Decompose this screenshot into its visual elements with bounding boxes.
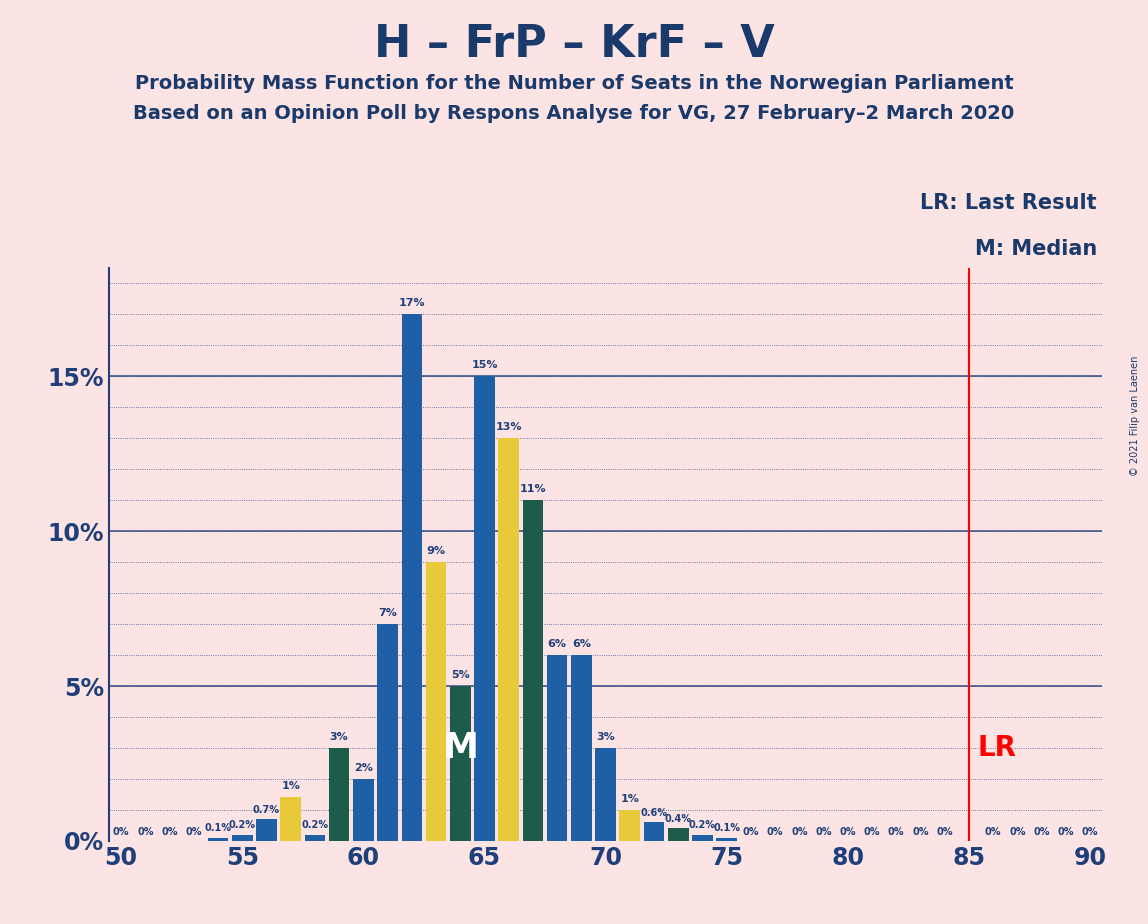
Text: 0%: 0% [767, 827, 783, 837]
Bar [716, 838, 737, 841]
Bar [378, 624, 398, 841]
Bar [620, 809, 641, 841]
Text: M: Median: M: Median [975, 239, 1097, 260]
Text: 0.2%: 0.2% [302, 820, 328, 830]
Text: 1%: 1% [620, 794, 639, 804]
Text: 5%: 5% [451, 670, 470, 680]
Text: M: M [442, 731, 479, 765]
Text: 6%: 6% [548, 638, 567, 649]
Text: 7%: 7% [378, 608, 397, 618]
Text: © 2021 Filip van Laenen: © 2021 Filip van Laenen [1130, 356, 1140, 476]
Text: 0%: 0% [937, 827, 953, 837]
Text: 0%: 0% [985, 827, 1001, 837]
Text: 0.7%: 0.7% [253, 805, 280, 815]
Text: 0.1%: 0.1% [713, 823, 740, 833]
Bar [402, 314, 422, 841]
Text: 0%: 0% [743, 827, 759, 837]
Text: 0%: 0% [1009, 827, 1025, 837]
Bar [546, 655, 567, 841]
Text: H – FrP – KrF – V: H – FrP – KrF – V [373, 23, 775, 67]
Bar [668, 829, 689, 841]
Text: 0.2%: 0.2% [689, 820, 716, 830]
Bar [596, 748, 615, 841]
Text: 0.4%: 0.4% [665, 814, 692, 824]
Bar [354, 779, 373, 841]
Text: 6%: 6% [572, 638, 591, 649]
Text: 0%: 0% [137, 827, 154, 837]
Text: Based on an Opinion Poll by Respons Analyse for VG, 27 February–2 March 2020: Based on an Opinion Poll by Respons Anal… [133, 104, 1015, 124]
Bar [692, 834, 713, 841]
Bar [522, 500, 543, 841]
Bar [304, 834, 325, 841]
Text: 17%: 17% [398, 298, 425, 309]
Text: 0.2%: 0.2% [228, 820, 256, 830]
Text: 0%: 0% [839, 827, 856, 837]
Text: LR: LR [977, 734, 1016, 762]
Text: 1%: 1% [281, 782, 300, 791]
Text: 0%: 0% [863, 827, 881, 837]
Text: 0%: 0% [913, 827, 929, 837]
Text: 0.6%: 0.6% [641, 808, 667, 818]
Text: 0%: 0% [113, 827, 130, 837]
Text: 0%: 0% [162, 827, 178, 837]
Bar [498, 438, 519, 841]
Text: 0%: 0% [1033, 827, 1049, 837]
Text: 13%: 13% [496, 422, 522, 432]
Text: Probability Mass Function for the Number of Seats in the Norwegian Parliament: Probability Mass Function for the Number… [134, 74, 1014, 93]
Text: 3%: 3% [329, 732, 349, 742]
Bar [256, 820, 277, 841]
Bar [208, 838, 228, 841]
Text: 0%: 0% [1057, 827, 1075, 837]
Text: 0%: 0% [887, 827, 905, 837]
Text: 11%: 11% [520, 484, 546, 494]
Text: 3%: 3% [596, 732, 615, 742]
Text: 0%: 0% [791, 827, 807, 837]
Bar [426, 562, 447, 841]
Bar [474, 376, 495, 841]
Text: 0%: 0% [815, 827, 832, 837]
Text: 0%: 0% [186, 827, 202, 837]
Bar [644, 822, 665, 841]
Bar [280, 797, 301, 841]
Text: 0%: 0% [1081, 827, 1099, 837]
Text: 9%: 9% [427, 546, 445, 556]
Bar [328, 748, 349, 841]
Bar [450, 686, 471, 841]
Text: 15%: 15% [471, 360, 498, 371]
Text: 2%: 2% [354, 762, 373, 772]
Bar [232, 834, 253, 841]
Text: LR: Last Result: LR: Last Result [921, 193, 1097, 213]
Bar [571, 655, 591, 841]
Text: 0.1%: 0.1% [204, 823, 232, 833]
